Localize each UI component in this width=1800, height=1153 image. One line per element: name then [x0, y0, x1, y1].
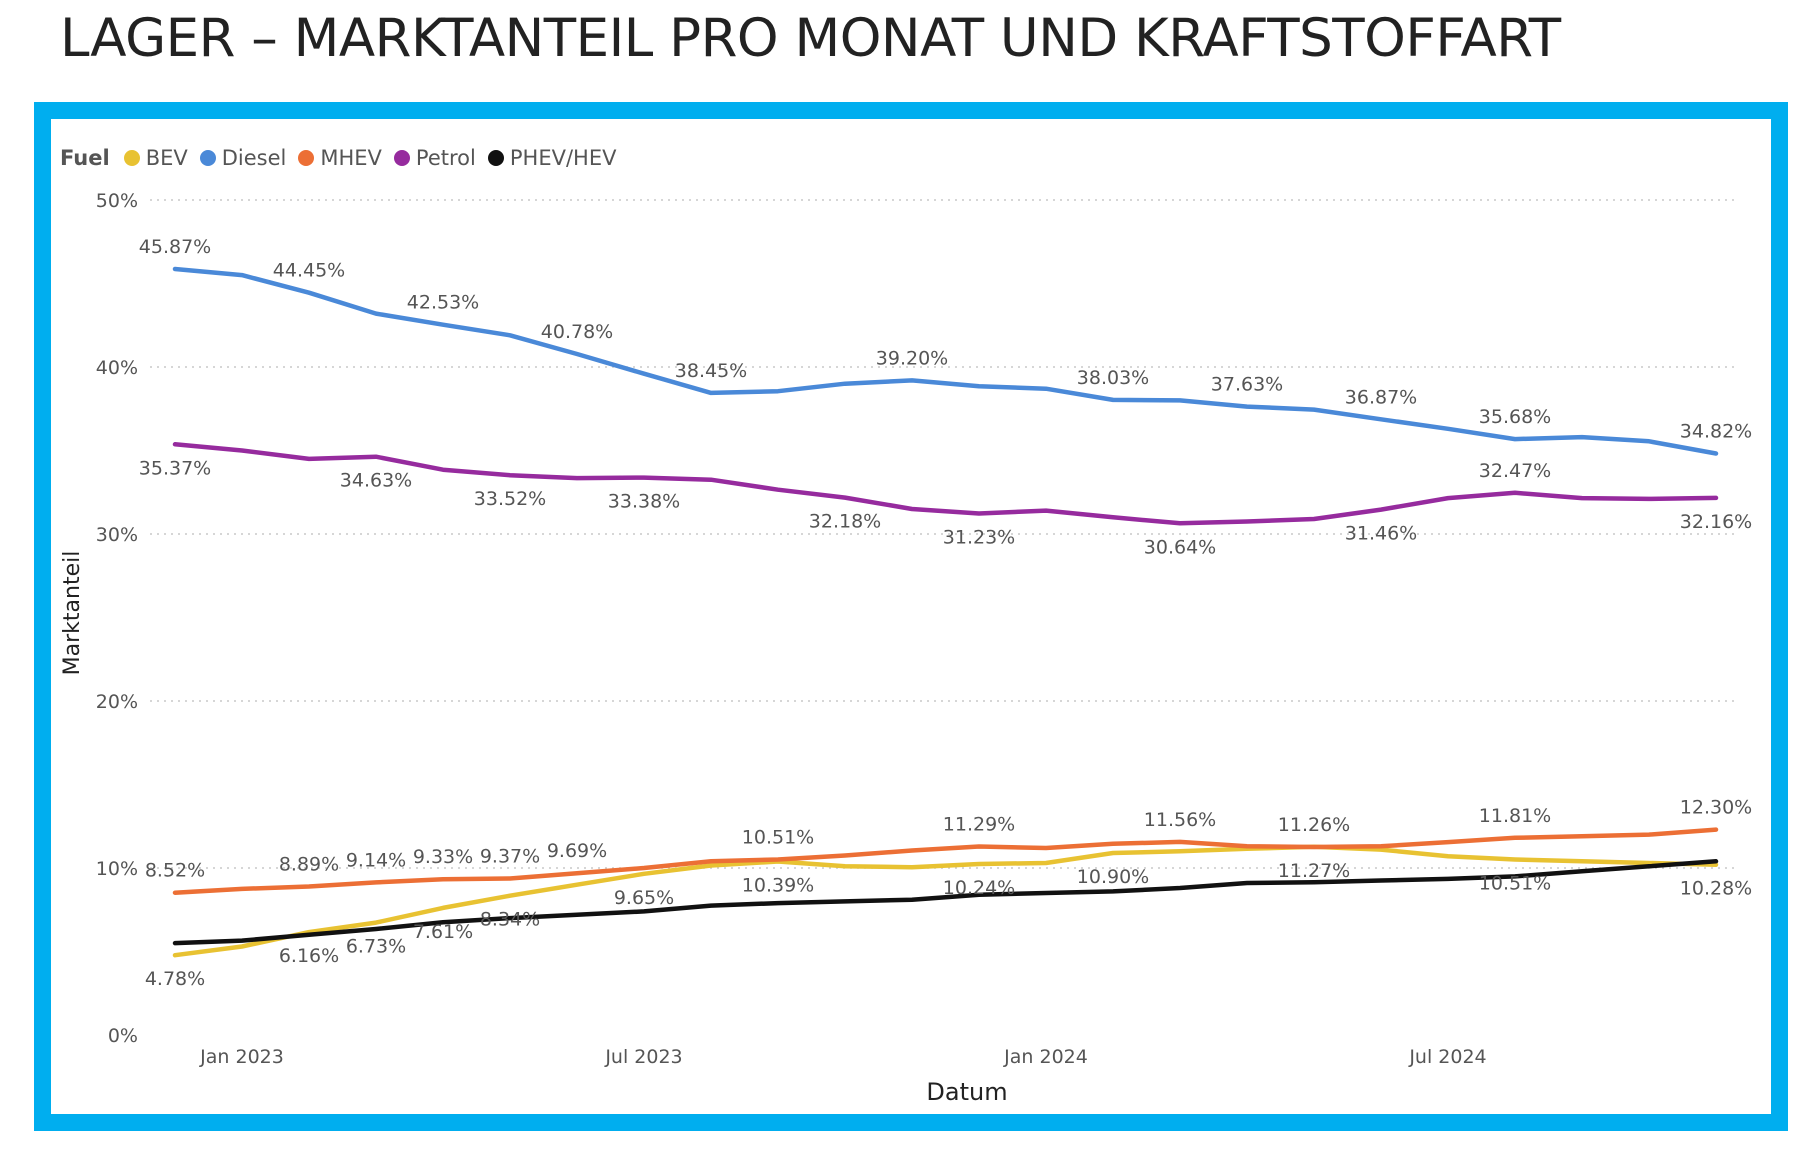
data-label: 9.14% [346, 849, 406, 871]
data-label: 12.30% [1680, 797, 1752, 819]
data-label: 11.81% [1479, 805, 1551, 827]
data-label: 33.38% [608, 491, 680, 513]
data-label: 4.78% [145, 968, 205, 990]
data-label: 11.29% [943, 813, 1015, 835]
data-label: 8.52% [145, 860, 205, 882]
data-label: 35.37% [139, 457, 211, 479]
page-title: LAGER – MARKTANTEIL PRO MONAT UND KRAFTS… [60, 8, 1561, 69]
legend-item-mhev[interactable]: MHEV [298, 146, 382, 170]
data-label: 31.23% [943, 526, 1015, 548]
series-line-bev [172, 844, 1719, 958]
data-label: 31.46% [1345, 523, 1417, 545]
data-label: 45.87% [139, 236, 211, 258]
legend-label: MHEV [320, 146, 382, 170]
data-label: 6.73% [346, 936, 406, 958]
series-line-mhev [172, 827, 1719, 895]
data-label: 9.69% [547, 840, 607, 862]
chart-frame [34, 102, 1788, 1131]
data-label: 38.03% [1077, 367, 1149, 389]
data-label: 11.26% [1278, 814, 1350, 836]
data-label: 9.37% [480, 846, 540, 868]
legend-dot-icon [123, 150, 140, 166]
data-label: 35.68% [1479, 406, 1551, 428]
y-tick-label: 10% [96, 858, 138, 880]
data-label: 42.53% [407, 292, 479, 314]
data-label: 37.63% [1211, 374, 1283, 396]
series-line-petrol [172, 442, 1719, 526]
data-label: 11.27% [1278, 860, 1350, 882]
data-label: 34.82% [1680, 421, 1752, 443]
data-label: 34.63% [340, 470, 412, 492]
x-tick-label: Jul 2023 [604, 1046, 682, 1068]
legend-item-diesel[interactable]: Diesel [199, 146, 287, 170]
data-label: 32.18% [809, 511, 881, 533]
data-label: 10.28% [1680, 878, 1752, 900]
legend: Fuel BEV Diesel MHEV Petrol PHEV/HEV [60, 146, 628, 170]
data-label: 10.51% [742, 826, 814, 848]
y-tick-label: 40% [96, 357, 138, 379]
y-tick-label: 30% [96, 524, 138, 546]
data-label: 9.33% [413, 846, 473, 868]
legend-dot-icon [199, 150, 216, 166]
y-tick-label: 0% [108, 1025, 138, 1047]
x-tick-label: Jan 2024 [1003, 1046, 1088, 1068]
legend-title: Fuel [60, 146, 110, 170]
legend-item-phev-hev[interactable]: PHEV/HEV [487, 146, 617, 170]
data-label: 32.16% [1680, 511, 1752, 533]
legend-label: Diesel [221, 146, 287, 170]
series-line-phev-hev [172, 859, 1719, 946]
data-label: 33.52% [474, 488, 546, 510]
data-label: 10.90% [1077, 866, 1149, 888]
legend-dot-icon [298, 150, 315, 166]
legend-label: PHEV/HEV [509, 146, 617, 170]
x-tick-label: Jul 2024 [1408, 1046, 1486, 1068]
data-label: 32.47% [1479, 460, 1551, 482]
data-label: 7.61% [413, 921, 473, 943]
data-label: 8.89% [279, 854, 339, 876]
legend-item-bev[interactable]: BEV [123, 146, 188, 170]
y-axis-title: Marktanteil [60, 551, 85, 676]
data-label: 10.24% [943, 877, 1015, 899]
x-tick-label: Jan 2023 [199, 1046, 284, 1068]
legend-dot-icon [487, 150, 504, 166]
y-tick-label: 20% [96, 691, 138, 713]
series-line-diesel [172, 266, 1719, 456]
legend-label: BEV [145, 146, 188, 170]
data-label: 36.87% [1345, 386, 1417, 408]
data-label: 38.45% [675, 360, 747, 382]
legend-label: Petrol [415, 146, 476, 170]
data-label: 44.45% [273, 260, 345, 282]
legend-item-petrol[interactable]: Petrol [393, 146, 476, 170]
data-label: 40.78% [541, 321, 613, 343]
x-axis-title: Datum [926, 1078, 1007, 1106]
y-tick-label: 50% [96, 190, 138, 212]
data-label: 10.51% [1479, 872, 1551, 894]
data-label: 10.39% [742, 874, 814, 896]
data-label: 30.64% [1144, 536, 1216, 558]
data-label: 9.65% [614, 887, 674, 909]
data-label: 11.56% [1144, 809, 1216, 831]
data-label: 39.20% [876, 347, 948, 369]
data-label: 8.34% [480, 909, 540, 931]
data-label: 6.16% [279, 945, 339, 967]
legend-dot-icon [393, 150, 410, 166]
